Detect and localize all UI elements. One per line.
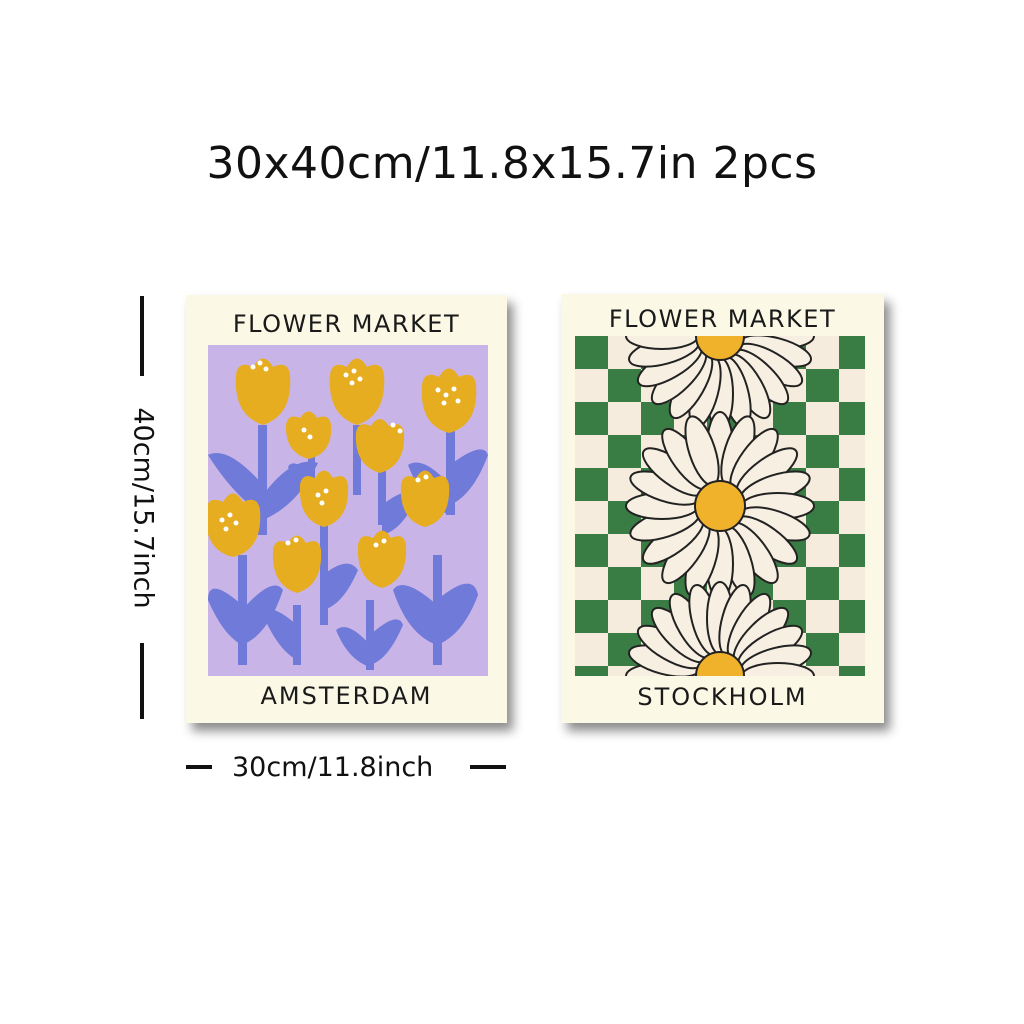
- size-headline: 30x40cm/11.8x15.7in 2pcs: [206, 138, 818, 189]
- width-dimension-left-line: [186, 765, 212, 769]
- height-dimension-bottom-line: [140, 643, 144, 719]
- poster-city: AMSTERDAM: [260, 682, 433, 710]
- width-label: 30cm/11.8inch: [232, 752, 434, 783]
- width-dimension-right-line: [470, 765, 506, 769]
- tulip-illustration: [208, 345, 488, 676]
- height-label: 40cm/15.7inch: [127, 407, 159, 609]
- poster-amsterdam: FLOWER MARKET: [186, 295, 507, 723]
- poster-stockholm: FLOWER MARKET: [561, 294, 884, 723]
- poster-title: FLOWER MARKET: [608, 305, 837, 333]
- daisy-checkerboard-illustration: [575, 336, 865, 676]
- poster-city: STOCKHOLM: [637, 683, 808, 711]
- poster-title: FLOWER MARKET: [232, 310, 461, 338]
- height-dimension-top-line: [140, 296, 144, 376]
